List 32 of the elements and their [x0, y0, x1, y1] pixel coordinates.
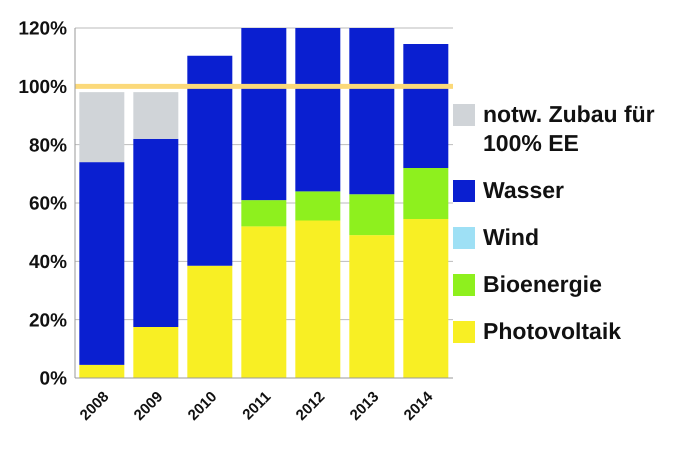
bar — [79, 92, 124, 162]
y-tick-label: 100% — [18, 77, 68, 98]
bar — [349, 235, 394, 378]
bar — [133, 326, 178, 378]
bar — [403, 219, 448, 378]
bar — [79, 162, 124, 365]
y-tick-label: 20% — [28, 310, 68, 332]
bar — [187, 266, 232, 378]
bar — [133, 92, 178, 139]
bar — [187, 56, 232, 266]
bar — [295, 220, 340, 378]
legend-label: Photovoltaik — [483, 317, 622, 346]
y-tick-label: 60% — [28, 194, 68, 215]
bar — [295, 28, 340, 192]
bar — [295, 191, 340, 220]
bar — [403, 168, 448, 220]
bar — [241, 226, 286, 378]
y-tick-label: 0% — [40, 368, 68, 390]
y-tick-label: 120% — [18, 18, 68, 40]
legend-label: Wasser — [483, 176, 564, 205]
bar — [241, 200, 286, 226]
y-tick-label: 40% — [28, 252, 68, 274]
bar — [403, 44, 448, 168]
bar — [133, 138, 178, 327]
legend-label: Bioenergie — [483, 270, 602, 299]
y-tick-label: 80% — [28, 135, 68, 156]
bar — [79, 364, 124, 378]
legend-label: Wind — [483, 223, 539, 252]
bar — [241, 28, 286, 200]
bar — [349, 28, 394, 194]
legend-label: notw. Zubau für 100% EE — [483, 100, 656, 158]
bar — [349, 194, 394, 236]
